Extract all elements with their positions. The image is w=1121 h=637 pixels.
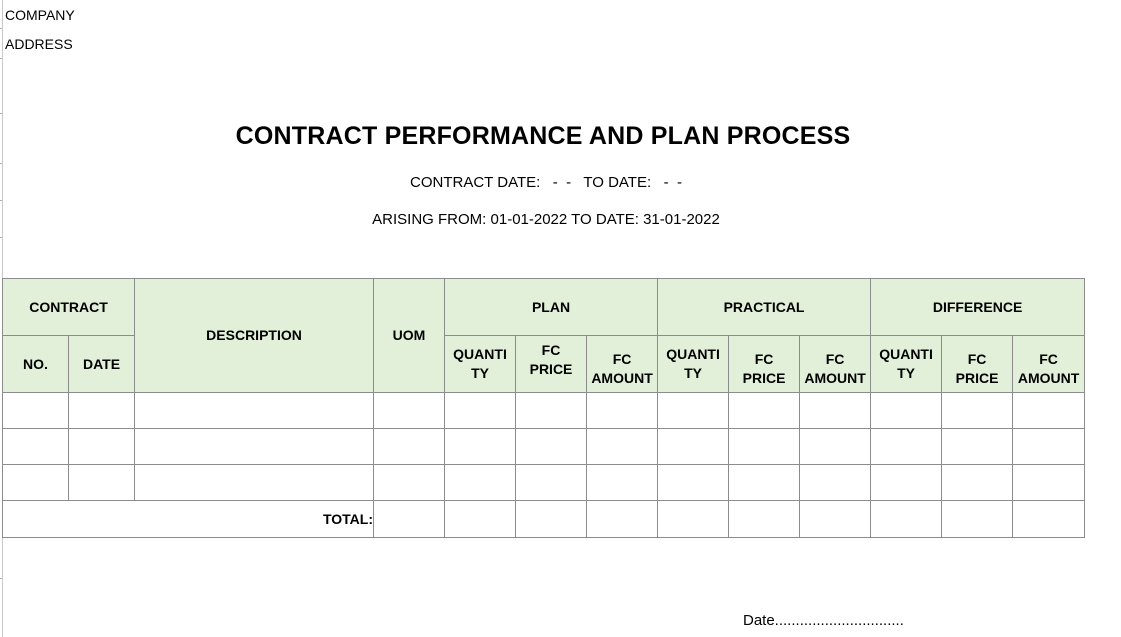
- cell-practical-fc-price[interactable]: [728, 428, 801, 465]
- total-practical-quantity[interactable]: [657, 500, 730, 538]
- cell-description[interactable]: [134, 392, 375, 429]
- header-plan-fc-price: FC PRICE: [515, 335, 588, 393]
- table-row: [2, 392, 1086, 429]
- cell-contract-date[interactable]: [67, 464, 136, 501]
- cell-plan-quantity[interactable]: [444, 428, 517, 465]
- header-practical-quantity: QUANTI TY: [657, 335, 730, 393]
- header-contract-no: NO.: [2, 335, 69, 393]
- cell-practical-fc-price[interactable]: [728, 392, 801, 429]
- cell-plan-fc-amount[interactable]: [586, 428, 659, 465]
- header-difference-fc-price: FC PRICE: [941, 335, 1014, 393]
- total-difference-quantity[interactable]: [870, 500, 943, 538]
- header-contract: CONTRACT: [1, 278, 136, 336]
- cell-contract-date[interactable]: [67, 392, 136, 429]
- header-difference-quantity: QUANTI TY: [870, 335, 943, 393]
- header-description: DESCRIPTION: [134, 278, 375, 393]
- total-plan-fc-price[interactable]: [515, 500, 588, 538]
- cell-difference-fc-amount[interactable]: [1012, 464, 1086, 501]
- cell-difference-quantity[interactable]: [870, 464, 943, 501]
- table-row: [2, 428, 1086, 465]
- report-title: CONTRACT PERFORMANCE AND PLAN PROCESS: [235, 122, 851, 150]
- header-plan: PLAN: [444, 278, 659, 336]
- cell-practical-fc-amount[interactable]: [799, 392, 872, 429]
- row-divider: [0, 163, 2, 164]
- cell-practical-fc-amount[interactable]: [799, 464, 872, 501]
- row-divider: [0, 200, 2, 201]
- cell-difference-fc-amount[interactable]: [1012, 428, 1086, 465]
- cell-plan-fc-price[interactable]: [515, 464, 588, 501]
- header-practical-fc-price: FC PRICE: [728, 335, 801, 393]
- header-contract-date: DATE: [67, 335, 136, 393]
- contract-date-line: CONTRACT DATE: - - TO DATE: - -: [410, 174, 682, 191]
- cell-practical-fc-amount[interactable]: [799, 428, 872, 465]
- row-divider: [0, 113, 2, 114]
- arising-date-line: ARISING FROM: 01-01-2022 TO DATE: 31-01-…: [372, 211, 720, 228]
- cell-difference-fc-price[interactable]: [941, 392, 1014, 429]
- header-plan-quantity: QUANTI TY: [444, 335, 517, 393]
- cell-difference-fc-price[interactable]: [941, 428, 1014, 465]
- cell-description[interactable]: [134, 464, 375, 501]
- company-address: ADDRESS: [5, 36, 73, 52]
- cell-description[interactable]: [134, 428, 375, 465]
- total-row: TOTAL:: [1, 500, 1086, 538]
- cell-uom[interactable]: [373, 464, 446, 501]
- header-difference-fc-amount: FC AMOUNT: [1012, 335, 1086, 393]
- signature-date-line: Date...............................: [743, 612, 904, 629]
- cell-practical-quantity[interactable]: [657, 392, 730, 429]
- total-label: TOTAL:: [1, 500, 375, 538]
- total-difference-fc-price[interactable]: [941, 500, 1014, 538]
- cell-plan-fc-price[interactable]: [515, 428, 588, 465]
- cell-plan-fc-amount[interactable]: [586, 464, 659, 501]
- row-divider: [0, 578, 2, 579]
- total-practical-fc-price[interactable]: [728, 500, 801, 538]
- cell-plan-quantity[interactable]: [444, 464, 517, 501]
- cell-contract-date[interactable]: [67, 428, 136, 465]
- cell-contract-no[interactable]: [2, 392, 69, 429]
- header-practical: PRACTICAL: [657, 278, 872, 336]
- row-divider: [0, 58, 2, 59]
- company-name: COMPANY: [5, 7, 75, 23]
- cell-difference-fc-amount[interactable]: [1012, 392, 1086, 429]
- cell-difference-fc-price[interactable]: [941, 464, 1014, 501]
- table-row: [2, 464, 1086, 501]
- header-uom: UOM: [373, 278, 446, 393]
- total-plan-quantity[interactable]: [444, 500, 517, 538]
- cell-uom[interactable]: [373, 392, 446, 429]
- cell-difference-quantity[interactable]: [870, 428, 943, 465]
- cell-uom[interactable]: [373, 428, 446, 465]
- cell-contract-no[interactable]: [2, 428, 69, 465]
- cell-practical-quantity[interactable]: [657, 428, 730, 465]
- row-divider: [0, 237, 2, 238]
- cell-practical-quantity[interactable]: [657, 464, 730, 501]
- cell-plan-fc-price[interactable]: [515, 392, 588, 429]
- cell-contract-no[interactable]: [2, 464, 69, 501]
- cell-plan-fc-amount[interactable]: [586, 392, 659, 429]
- contract-table: CONTRACT DESCRIPTION UOM PLAN PRACTICAL …: [1, 278, 1086, 538]
- header-difference: DIFFERENCE: [870, 278, 1086, 336]
- cell-plan-quantity[interactable]: [444, 392, 517, 429]
- total-practical-fc-amount[interactable]: [799, 500, 872, 538]
- header-plan-fc-amount: FC AMOUNT: [586, 335, 659, 393]
- total-uom[interactable]: [373, 500, 446, 538]
- total-plan-fc-amount[interactable]: [586, 500, 659, 538]
- cell-difference-quantity[interactable]: [870, 392, 943, 429]
- row-divider: [0, 28, 2, 29]
- total-difference-fc-amount[interactable]: [1012, 500, 1086, 538]
- header-practical-fc-amount: FC AMOUNT: [799, 335, 872, 393]
- cell-practical-fc-price[interactable]: [728, 464, 801, 501]
